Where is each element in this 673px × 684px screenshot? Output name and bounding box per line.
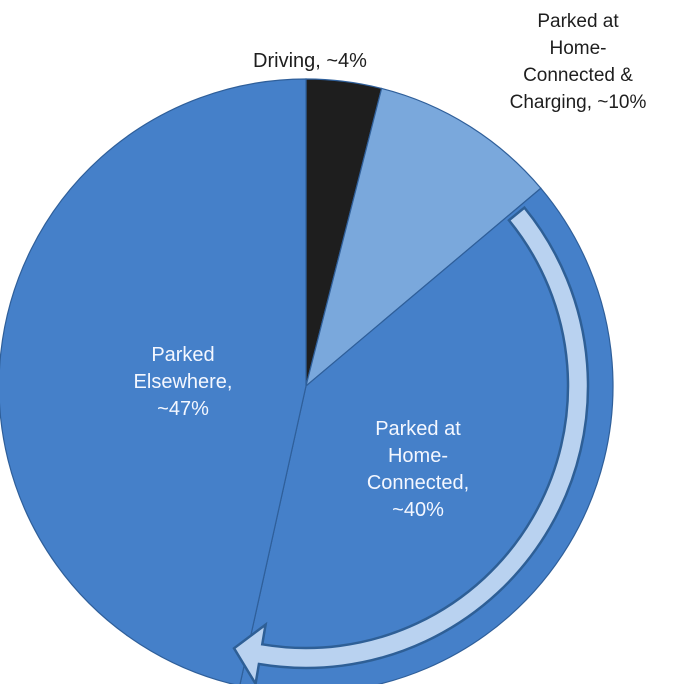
slice-label-driving: Driving, ~4% [253,50,367,72]
slice-label-connected-charging: Parked at Home- Connected & Charging, ~1… [509,11,647,113]
slice-elsewhere [0,78,307,684]
slice-connected-charging [304,87,542,388]
slice-label-connected: Parked at Home- Connected, ~40% [366,418,470,521]
curved-arrow [232,205,590,684]
slice-label-elsewhere: Parked Elsewhere, ~47% [133,344,233,420]
